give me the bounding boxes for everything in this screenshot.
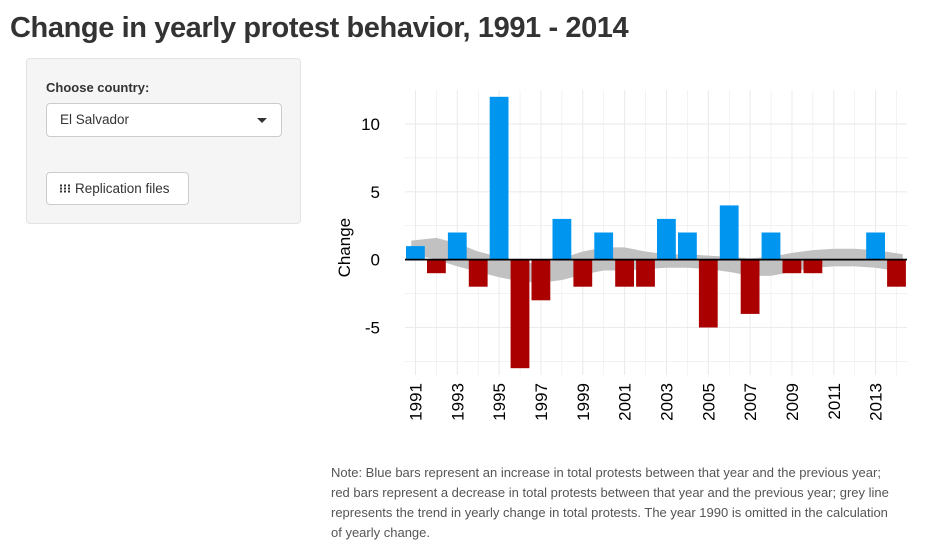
sidebar-panel: Choose country: El Salvador Replication … — [26, 58, 301, 224]
bars — [406, 96, 906, 369]
bar-1992 — [427, 259, 446, 274]
x-tick-label: 2011 — [825, 383, 844, 420]
bar-1995 — [489, 96, 509, 260]
chart-note: Note: Blue bars represent an increase in… — [331, 465, 889, 540]
x-tick-label: 2009 — [783, 383, 802, 421]
grid-lines — [405, 90, 907, 375]
replication-files-button[interactable]: Replication files — [46, 172, 189, 205]
y-tick-label: 0 — [371, 251, 380, 270]
page-title: Change in yearly protest behavior, 1991 … — [10, 12, 629, 44]
country-select[interactable]: El Salvador — [46, 103, 282, 137]
bar-1996 — [510, 259, 530, 369]
bar-2007 — [740, 259, 760, 314]
bar-2005 — [698, 259, 718, 328]
bar-2008 — [761, 232, 781, 260]
x-tick-label: 2007 — [741, 383, 760, 421]
bar-2000 — [594, 232, 614, 260]
replication-files-label: Replication files — [75, 181, 170, 196]
bar-1997 — [531, 259, 551, 301]
bar-2013 — [866, 232, 885, 260]
th-grid-icon — [59, 184, 71, 193]
y-tick-labels: -5 0 5 10 — [361, 115, 380, 338]
bar-2014 — [887, 259, 906, 287]
x-tick-labels: 1991 1993 1995 1997 1999 2001 2003 2005 2007 2009… — [406, 383, 885, 421]
country-label: Choose country: — [46, 80, 150, 95]
protest-change-chart: -5 0 5 10 1991 1993 1995 1997 1999 2001 2003 2005 2… — [335, 90, 907, 421]
x-tick-label: 2003 — [657, 383, 676, 421]
bar-2003 — [657, 218, 676, 260]
bar-2009 — [782, 259, 802, 274]
bar-1991 — [406, 246, 425, 260]
y-tick-label: 5 — [371, 183, 380, 202]
x-tick-label: 1991 — [406, 383, 425, 421]
bar-2006 — [719, 205, 739, 260]
x-tick-label: 2001 — [616, 383, 635, 421]
bar-1999 — [573, 259, 593, 287]
x-tick-label: 1995 — [490, 383, 509, 421]
x-tick-label: 2013 — [867, 383, 886, 421]
bar-2001 — [615, 259, 634, 287]
bar-2010 — [803, 259, 823, 274]
bar-2004 — [678, 232, 697, 260]
bar-1994 — [468, 259, 488, 287]
x-tick-label: 2005 — [699, 383, 718, 421]
x-tick-label: 1993 — [448, 383, 467, 421]
x-tick-label: 1997 — [532, 383, 551, 421]
bar-1998 — [552, 218, 572, 260]
caret-down-icon — [257, 118, 267, 123]
bar-1993 — [447, 232, 467, 260]
y-axis-label: Change — [335, 218, 354, 278]
bar-2002 — [636, 259, 655, 287]
y-tick-label: -5 — [365, 319, 380, 338]
x-tick-label: 1999 — [574, 383, 593, 421]
y-tick-label: 10 — [361, 115, 380, 134]
country-select-value: El Salvador — [60, 112, 130, 127]
